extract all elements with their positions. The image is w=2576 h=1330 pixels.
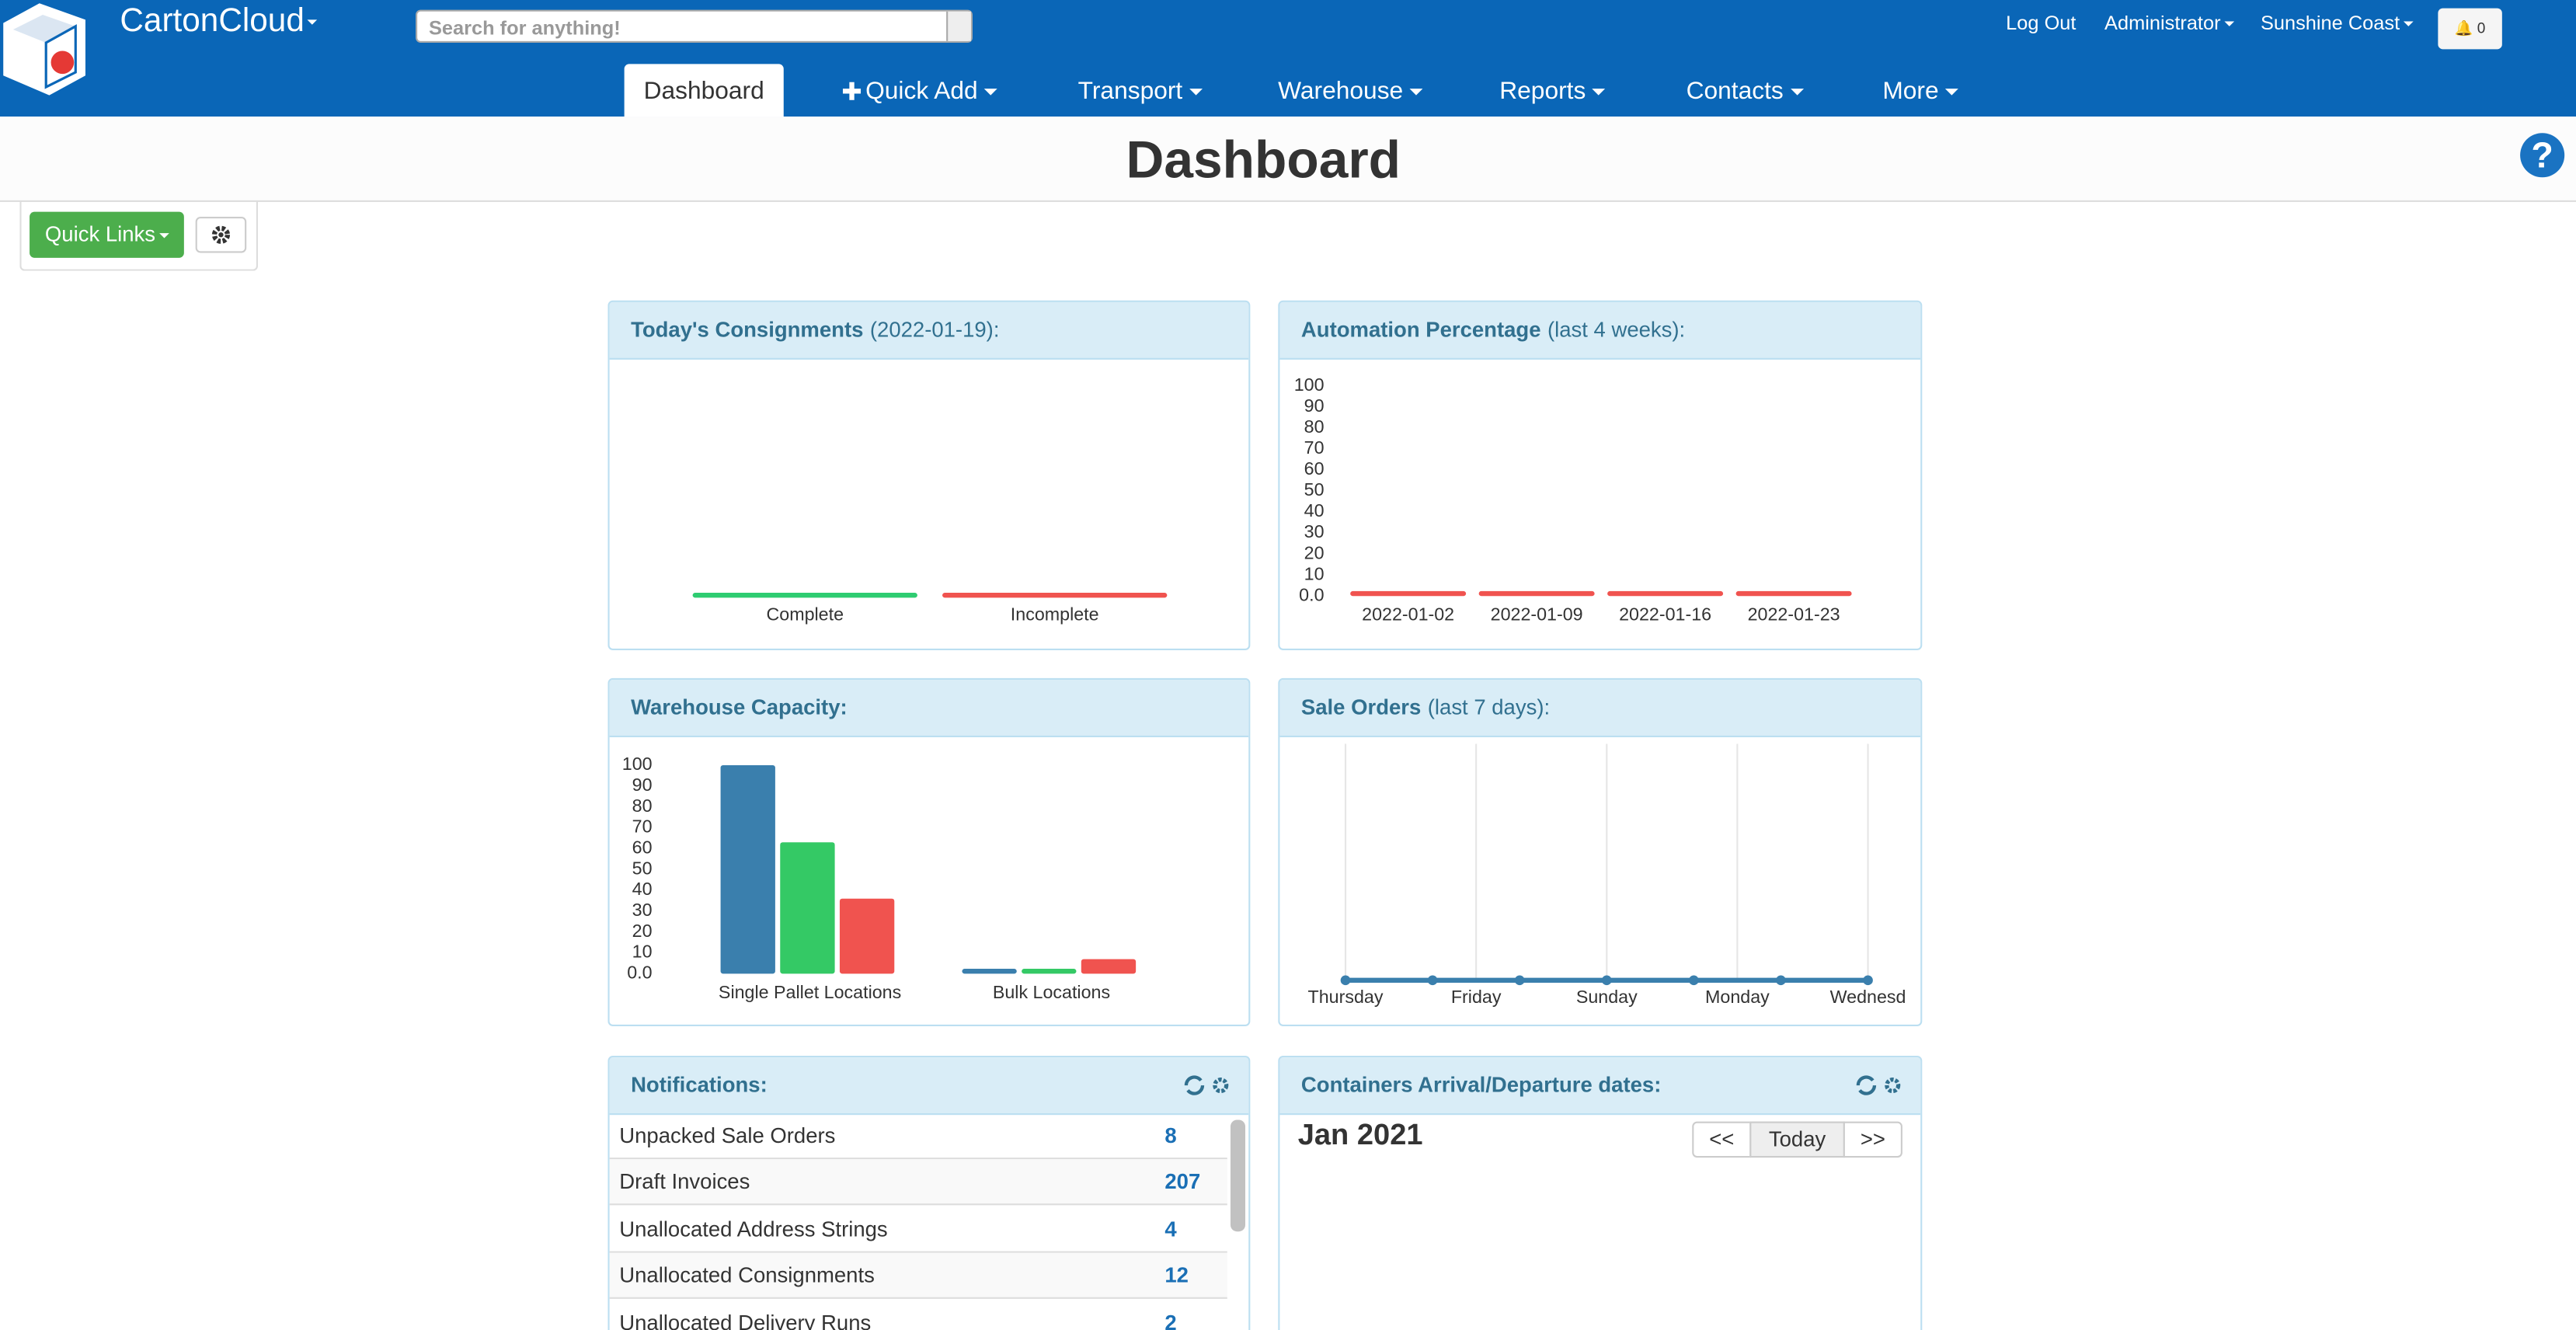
y-tick-label: 20 — [632, 921, 653, 941]
x-tick-label: Sunday — [1576, 987, 1638, 1007]
point — [1602, 975, 1612, 985]
x-tick-label: Friday — [1451, 987, 1502, 1007]
y-tick-label: 100 — [1294, 374, 1325, 395]
y-tick-label: 80 — [1304, 416, 1325, 437]
y-tick-label: 100 — [622, 754, 653, 774]
x-tick-label: 2022-01-02 — [1362, 604, 1454, 625]
y-tick-label: 0.0 — [627, 963, 652, 983]
x-tick-label: Complete — [766, 604, 844, 625]
x-tick-label: Monday — [1705, 987, 1770, 1007]
bar — [721, 765, 775, 973]
y-tick-label: 60 — [1304, 458, 1325, 479]
point — [1689, 975, 1699, 985]
y-tick-label: 40 — [632, 879, 653, 899]
bar — [780, 842, 834, 973]
bar — [1736, 591, 1852, 596]
y-tick-label: 80 — [632, 796, 653, 816]
x-tick-label: 2022-01-09 — [1491, 604, 1583, 625]
y-tick-label: 50 — [632, 858, 653, 878]
y-tick-label: 60 — [632, 837, 653, 857]
bar — [1350, 591, 1466, 596]
x-tick-label: 2022-01-16 — [1619, 604, 1711, 625]
y-tick-label: 90 — [632, 775, 653, 795]
point — [1341, 975, 1351, 985]
y-tick-label: 40 — [1304, 500, 1325, 521]
y-tick-label: 50 — [1304, 479, 1325, 500]
bar — [1081, 959, 1136, 974]
y-tick-label: 70 — [1304, 437, 1325, 458]
bar — [942, 593, 1167, 597]
bar — [962, 969, 1016, 973]
y-tick-label: 0.0 — [1299, 584, 1324, 604]
bar — [693, 593, 917, 597]
y-tick-label: 10 — [632, 942, 653, 962]
x-tick-label: Incomplete — [1011, 604, 1099, 625]
x-tick-label: Thursday — [1308, 987, 1384, 1007]
point — [1776, 975, 1786, 985]
y-tick-label: 70 — [632, 816, 653, 837]
point — [1428, 975, 1438, 985]
bar — [1022, 969, 1076, 973]
y-tick-label: 90 — [1304, 395, 1325, 416]
x-tick-label: 2022-01-23 — [1748, 604, 1840, 625]
point — [1863, 975, 1873, 985]
bar — [840, 899, 894, 974]
y-tick-label: 30 — [632, 900, 653, 920]
bar — [1607, 591, 1723, 596]
y-tick-label: 30 — [1304, 521, 1325, 541]
y-tick-label: 10 — [1304, 563, 1325, 583]
point — [1515, 975, 1525, 985]
bar — [1479, 591, 1595, 596]
x-tick-label: Bulk Locations — [993, 982, 1110, 1002]
x-tick-label: Wednesd — [1830, 987, 1906, 1007]
x-tick-label: Single Pallet Locations — [719, 982, 901, 1002]
y-tick-label: 20 — [1304, 542, 1325, 562]
